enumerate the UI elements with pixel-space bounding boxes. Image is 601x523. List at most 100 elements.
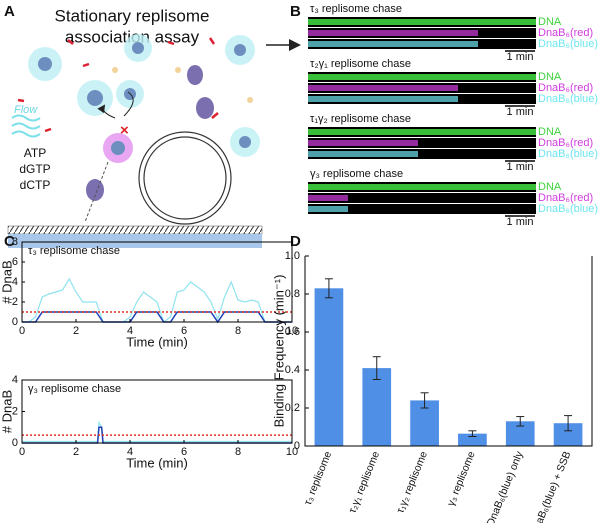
x-tick-label: 0: [19, 325, 25, 337]
x-tick-label: τ₃ replisome: [302, 450, 334, 507]
channel-label: DnaB₆(red): [538, 137, 593, 149]
x-tick-label: 2: [73, 325, 79, 337]
x-tick-label: 6: [181, 325, 187, 337]
y-tick-label: 4: [12, 374, 18, 386]
scale-bar-label: 1 min: [507, 161, 534, 173]
x-tick-label: DnaB₆(blue) + SSB: [528, 450, 573, 523]
kymograph-signal: [308, 30, 478, 36]
panel-label: A: [4, 3, 15, 20]
kymograph-title: γ₃ replisome chase: [310, 168, 403, 180]
error-bar: [516, 416, 525, 427]
channel-label: DnaB₆(red): [538, 27, 593, 39]
flow-label: Flow: [14, 104, 38, 116]
panel-title: Stationary replisome: [55, 6, 210, 25]
nucleotide: ATP: [24, 146, 46, 160]
channel-label: DNA: [538, 126, 562, 138]
x-tick-label: 4: [127, 446, 133, 458]
chart-title: γ₃ replisome chase: [28, 383, 121, 395]
x-tick-label: 8: [235, 446, 241, 458]
kymograph-strip: [308, 204, 536, 214]
channel-label: DnaB₆(blue): [538, 203, 598, 215]
error-bar: [468, 430, 477, 437]
panel-label: D: [290, 233, 301, 250]
channel-label: DNA: [538, 71, 562, 83]
x-axis-label: Time (min): [126, 334, 188, 349]
series-line: [22, 311, 292, 324]
bar: [362, 368, 392, 446]
x-axis-label: Time (min): [126, 455, 188, 470]
error-bar: [420, 392, 429, 409]
kymograph-title: τ₃ replisome chase: [310, 3, 402, 15]
kymograph-signal: [308, 96, 458, 102]
panel-label: C: [4, 233, 15, 250]
channel-label: DnaB₆(red): [538, 82, 593, 94]
y-tick-label: 2: [12, 405, 18, 417]
x-tick-label: DnaB₆(blue) only: [485, 449, 526, 523]
channel-label: DnaB₆(red): [538, 192, 593, 204]
y-tick-label: 0: [12, 316, 18, 328]
bar: [553, 423, 583, 446]
y-axis-label: # DnaB: [0, 260, 14, 303]
kymograph-title: τ₁γ₂ replisome chase: [310, 113, 411, 125]
y-tick-label: 6: [12, 256, 18, 268]
y-tick-label: 2: [12, 296, 18, 308]
y-axis-label: # DnaB: [0, 390, 14, 433]
kymograph-signal: [308, 85, 458, 91]
channel-label: DnaB₆(blue): [538, 93, 598, 105]
kymograph-signal: [308, 19, 536, 25]
x-tick-label: 8: [235, 325, 241, 337]
axes: [304, 256, 593, 447]
error-bar: [564, 415, 573, 432]
kymograph-signal: [308, 195, 348, 201]
channel-label: DNA: [538, 181, 562, 193]
x-tick-label: 6: [181, 446, 187, 458]
x-tick-label: τ₁γ₂ replisome: [394, 450, 430, 515]
diagram: ×: [7, 34, 301, 248]
panel-label: B: [290, 3, 301, 20]
cross-mark: ×: [120, 122, 129, 139]
kymograph-signal: [308, 140, 418, 146]
y-tick-label: 0.2: [285, 402, 300, 414]
error-bar: [372, 356, 381, 380]
bar: [458, 433, 487, 446]
x-tick-label: 10: [286, 446, 298, 458]
y-tick-label: 0.4: [285, 364, 300, 376]
series-line: [22, 420, 292, 443]
kymograph-title: τ₂γ₁ replisome chase: [310, 58, 411, 70]
bar: [314, 288, 344, 446]
channel-label: DNA: [538, 16, 562, 28]
kymograph-signal: [308, 184, 536, 190]
error-bar: [324, 278, 333, 299]
y-tick-label: 0.8: [285, 288, 300, 300]
y-tick-label: 0.6: [285, 326, 300, 338]
x-tick-label: 0: [19, 446, 25, 458]
kymograph-signal: [308, 41, 478, 47]
channel-label: DnaB₆(blue): [538, 148, 598, 160]
scale-bar-label: 1 min: [507, 106, 534, 118]
nucleotide: dGTP: [19, 162, 50, 176]
nucleotide: dCTP: [20, 178, 51, 192]
scale-bar-label: 1 min: [507, 216, 534, 228]
channel-label: DnaB₆(blue): [538, 38, 598, 50]
y-tick-label: 8: [12, 236, 18, 248]
y-tick-label: 4: [12, 276, 18, 288]
kymograph-strip: [308, 138, 536, 148]
series-line: [22, 277, 292, 323]
x-tick-label: 4: [127, 325, 133, 337]
kymograph-signal: [308, 74, 536, 80]
y-tick-label: 1.0: [285, 250, 300, 262]
y-tick-label: 0: [294, 440, 300, 452]
kymograph-signal: [308, 129, 536, 135]
kymograph-strip: [308, 193, 536, 203]
chart-title: τ₃ replisome chase: [28, 245, 120, 257]
x-tick-label: 10: [286, 325, 298, 337]
x-tick-label: τ₂γ₁ replisome: [346, 450, 382, 515]
scale-bar-label: 1 min: [507, 51, 534, 63]
y-tick-label: 0: [12, 437, 18, 449]
kymograph-strip: [308, 149, 536, 159]
kymograph-signal: [308, 206, 348, 212]
x-tick-label: γ₃ replisome: [445, 450, 478, 508]
y-axis-label: Binding Frequency (min⁻¹): [271, 275, 286, 428]
kymograph-signal: [308, 151, 418, 157]
